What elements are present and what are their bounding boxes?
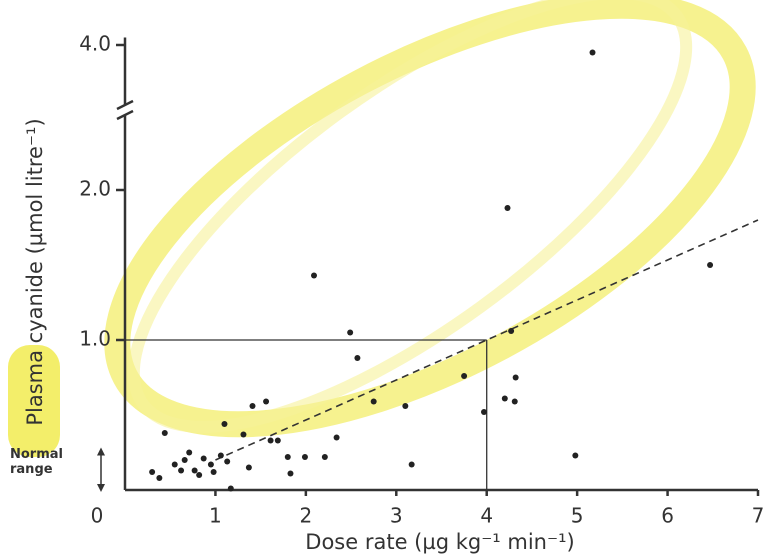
highlight-band: [127, 0, 693, 433]
axis-break: [116, 99, 134, 111]
x-tick-label: 7: [752, 504, 765, 528]
point: [408, 461, 415, 468]
x-tick-label: 2: [299, 504, 312, 528]
point: [178, 467, 185, 474]
x-tick-label: 3: [390, 504, 403, 528]
point: [171, 461, 178, 468]
point: [310, 272, 317, 279]
point: [504, 205, 511, 211]
point: [508, 328, 515, 334]
point: [207, 461, 214, 468]
point: [249, 403, 256, 409]
point: [217, 452, 224, 459]
point: [227, 485, 234, 492]
point: [347, 329, 354, 336]
arrow-head: [97, 484, 105, 492]
point: [224, 458, 231, 465]
point: [402, 403, 409, 409]
point: [267, 437, 274, 444]
point: [181, 457, 188, 463]
x-axis-title: Dose rate (µg kg⁻¹ min⁻¹): [305, 530, 574, 554]
point: [221, 421, 228, 427]
point: [191, 467, 198, 474]
arrow-head: [97, 447, 105, 456]
highlight-band: [104, 0, 756, 438]
point: [301, 454, 308, 460]
x-tick-label: 4: [480, 504, 493, 528]
axis-break: [116, 109, 134, 121]
point: [370, 398, 377, 405]
point: [512, 374, 519, 381]
point: [333, 434, 340, 441]
point: [707, 262, 714, 268]
point: [287, 470, 294, 477]
x-tick-label: 1: [209, 504, 222, 528]
point: [354, 355, 361, 361]
point: [149, 469, 156, 475]
point: [210, 469, 217, 475]
x-tick-label: 0: [91, 504, 104, 528]
range-label: Normal: [10, 447, 63, 462]
point: [196, 472, 203, 478]
point: [245, 464, 252, 471]
x-tick-label: 5: [571, 504, 584, 528]
label-highlight: [8, 345, 60, 457]
point: [263, 398, 270, 405]
point: [161, 430, 168, 436]
y-tick-label: 1.0: [79, 327, 111, 351]
y-tick-label: 2.0: [79, 177, 111, 201]
point: [186, 449, 193, 456]
highlighter-marks: [8, 0, 756, 457]
range-label: range: [10, 462, 53, 477]
point: [461, 373, 468, 379]
point: [240, 431, 247, 438]
point: [284, 454, 291, 460]
point: [501, 395, 508, 402]
point: [321, 454, 328, 460]
x-tick-label: 6: [661, 504, 674, 528]
point: [481, 409, 488, 415]
point: [511, 398, 518, 405]
point: [156, 475, 163, 481]
y-tick-label: 4.0: [79, 32, 111, 56]
point: [572, 452, 579, 459]
point: [274, 437, 281, 444]
point: [589, 49, 596, 56]
y-axis-title: Plasma cyanide (µmol litre⁻¹): [23, 118, 47, 425]
trend-line: [215, 219, 759, 461]
point: [200, 455, 207, 462]
